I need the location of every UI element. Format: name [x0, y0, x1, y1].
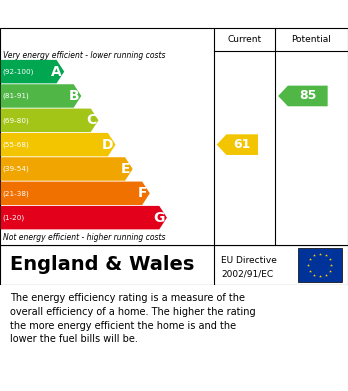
Text: G: G — [153, 211, 165, 225]
Text: Not energy efficient - higher running costs: Not energy efficient - higher running co… — [3, 233, 166, 242]
Text: F: F — [138, 186, 148, 200]
Text: (1-20): (1-20) — [2, 214, 24, 221]
Polygon shape — [1, 84, 81, 108]
Text: EU Directive: EU Directive — [221, 256, 277, 265]
Text: 85: 85 — [299, 90, 316, 102]
Text: Current: Current — [227, 35, 262, 44]
Text: C: C — [86, 113, 96, 127]
Text: E: E — [121, 162, 130, 176]
Polygon shape — [1, 133, 116, 156]
Text: A: A — [52, 65, 62, 79]
Text: (21-38): (21-38) — [2, 190, 29, 197]
Text: (92-100): (92-100) — [2, 68, 33, 75]
Text: Energy Efficiency Rating: Energy Efficiency Rating — [14, 7, 224, 22]
Text: D: D — [102, 138, 113, 152]
Polygon shape — [217, 135, 258, 155]
Text: Potential: Potential — [292, 35, 331, 44]
Polygon shape — [1, 157, 133, 181]
Text: 2002/91/EC: 2002/91/EC — [221, 269, 273, 278]
Text: England & Wales: England & Wales — [10, 255, 195, 274]
Text: Very energy efficient - lower running costs: Very energy efficient - lower running co… — [3, 50, 166, 59]
Text: B: B — [69, 89, 79, 103]
Polygon shape — [1, 109, 98, 132]
Polygon shape — [1, 206, 167, 230]
Polygon shape — [1, 60, 64, 83]
Text: (69-80): (69-80) — [2, 117, 29, 124]
Text: (81-91): (81-91) — [2, 93, 29, 99]
Text: (55-68): (55-68) — [2, 142, 29, 148]
Bar — [298, 248, 342, 282]
Polygon shape — [278, 86, 328, 106]
Polygon shape — [1, 181, 150, 205]
Text: (39-54): (39-54) — [2, 166, 29, 172]
Text: The energy efficiency rating is a measure of the
overall efficiency of a home. T: The energy efficiency rating is a measur… — [10, 294, 256, 344]
Text: 61: 61 — [234, 138, 251, 151]
